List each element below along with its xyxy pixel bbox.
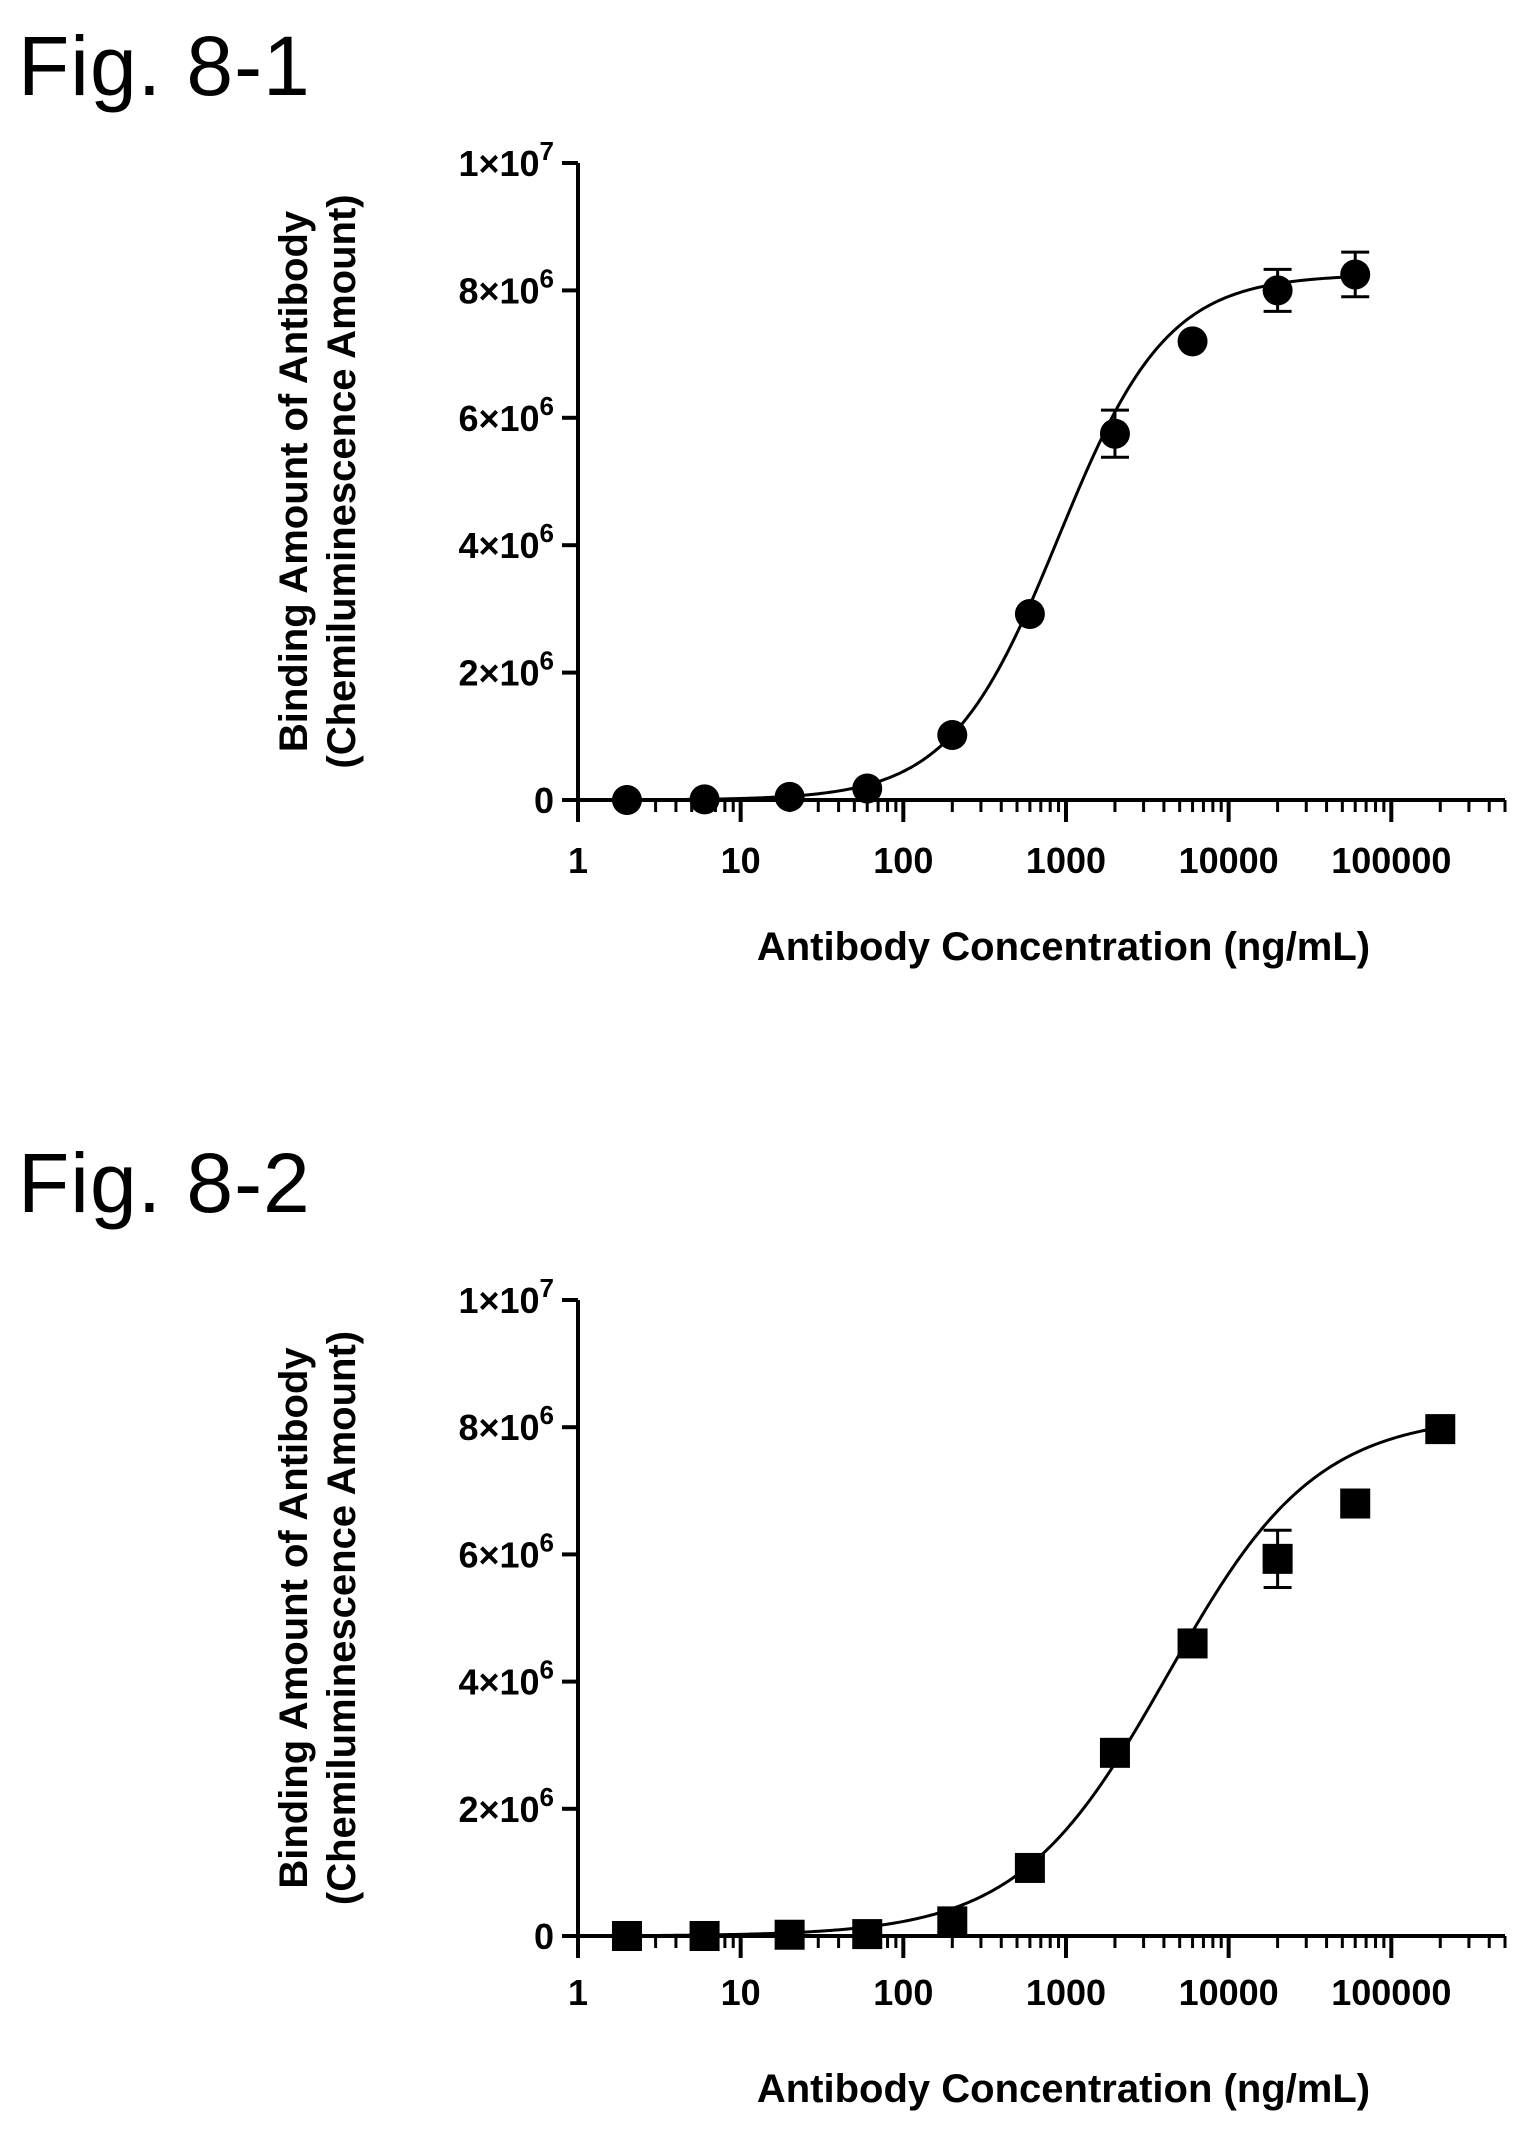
data-point	[937, 1906, 968, 1937]
y-tick-label: 8×106	[458, 263, 554, 311]
y-axis-label: (Chemiluminescence Amount)	[320, 1331, 364, 1905]
y-tick-label-main: 4×10	[458, 1662, 539, 1703]
x-tick-label: 10	[721, 1972, 761, 2013]
y-tick-label: 1×107	[458, 136, 554, 184]
y-tick-label-exponent: 6	[540, 518, 554, 548]
x-tick-label: 1000	[1026, 840, 1106, 881]
data-point	[1014, 598, 1045, 629]
y-tick-label-main: 8×10	[458, 1407, 539, 1448]
data-point	[611, 1921, 642, 1951]
fit-curve	[626, 275, 1356, 802]
data-point	[774, 781, 805, 812]
data-point	[1340, 1488, 1371, 1519]
x-tick-label: 1	[568, 1972, 588, 2013]
data-point	[611, 785, 642, 815]
y-axis-label: Binding Amount of Antibody	[272, 210, 316, 752]
data-point	[852, 773, 883, 804]
data-point	[1099, 1737, 1130, 1768]
y-tick-label: 0	[534, 1916, 554, 1957]
data-point	[1262, 1543, 1293, 1574]
data-point	[1425, 1414, 1456, 1445]
data-point	[1014, 1852, 1045, 1883]
y-tick-label-exponent: 6	[540, 1527, 554, 1557]
y-tick-label-exponent: 7	[540, 136, 554, 166]
x-tick-label: 10000	[1179, 1972, 1279, 2013]
y-tick-label: 8×106	[458, 1400, 554, 1448]
y-tick-label-main: 1×10	[458, 143, 539, 184]
x-axis-label: Antibody Concentration (ng/mL)	[757, 2067, 1370, 2111]
y-tick-label-exponent: 6	[540, 1782, 554, 1812]
y-tick-label: 6×106	[458, 1527, 554, 1575]
y-tick-label: 2×106	[458, 646, 554, 694]
x-tick-label: 1000	[1026, 1972, 1106, 2013]
data-point	[1099, 418, 1130, 449]
y-tick-label-main: 2×10	[458, 653, 539, 694]
data-point	[852, 1919, 883, 1950]
y-tick-label-exponent: 7	[540, 1273, 554, 1303]
x-axis-label: Antibody Concentration (ng/mL)	[757, 925, 1370, 969]
y-tick-label-exponent: 6	[540, 1655, 554, 1685]
x-tick-label: 100	[873, 1972, 933, 2013]
y-axis-label: (Chemiluminescence Amount)	[320, 194, 364, 768]
figure-title: Fig. 8-1	[18, 19, 311, 113]
x-tick-label: 100	[873, 840, 933, 881]
data-point	[689, 784, 720, 815]
data-point	[774, 1919, 805, 1950]
data-point	[1340, 259, 1371, 290]
data-point	[689, 1921, 720, 1951]
x-tick-label: 10000	[1179, 840, 1279, 881]
y-tick-label-main: 6×10	[458, 398, 539, 439]
y-tick-label-main: 0	[534, 1916, 554, 1957]
y-tick-label-exponent: 6	[540, 263, 554, 293]
y-tick-label-exponent: 6	[540, 1400, 554, 1430]
x-tick-label: 100000	[1331, 840, 1451, 881]
data-point	[937, 720, 968, 751]
y-tick-label-main: 1×10	[458, 1280, 539, 1321]
figure-title: Fig. 8-2	[18, 1136, 311, 1230]
y-tick-label-main: 6×10	[458, 1534, 539, 1575]
y-tick-label-main: 4×10	[458, 525, 539, 566]
data-point	[1177, 1628, 1208, 1659]
data-point	[1177, 326, 1208, 357]
y-tick-label: 2×106	[458, 1782, 554, 1830]
y-tick-label-main: 8×10	[458, 270, 539, 311]
x-tick-label: 1	[568, 840, 588, 881]
y-tick-label: 4×106	[458, 518, 554, 566]
y-tick-label-main: 0	[534, 780, 554, 821]
data-point	[1262, 275, 1293, 306]
y-tick-label: 1×107	[458, 1273, 554, 1321]
y-axis-label: Binding Amount of Antibody	[272, 1347, 316, 1889]
y-tick-label-main: 2×10	[458, 1789, 539, 1830]
y-tick-label: 0	[534, 780, 554, 821]
x-tick-label: 10	[721, 840, 761, 881]
x-tick-label: 100000	[1331, 1972, 1451, 2013]
y-tick-label: 4×106	[458, 1655, 554, 1703]
y-tick-label: 6×106	[458, 391, 554, 439]
y-tick-label-exponent: 6	[540, 391, 554, 421]
y-tick-label-exponent: 6	[540, 646, 554, 676]
